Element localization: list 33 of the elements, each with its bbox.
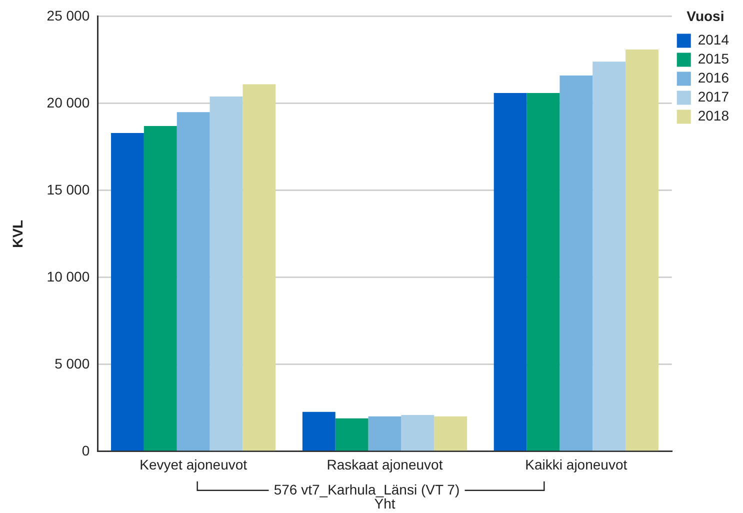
bar [176,112,210,451]
y-tick-label: 5 000 [54,355,90,372]
bar [335,418,368,451]
y-axis-title: KVL [9,219,26,248]
bar [560,76,593,451]
y-tick-label: 20 000 [46,94,90,110]
bar [210,96,243,451]
bar [626,49,658,451]
x-tick-label: Kaikki ajoneuvot [525,456,628,473]
bar [111,132,144,451]
bar [526,92,560,451]
legend-label: 2018 [698,108,730,124]
y-tick-label: 25 000 [46,7,90,24]
bar [242,84,276,451]
bar [144,126,177,451]
x-axis-title: Yht [374,495,396,512]
legend-label: 2016 [698,70,730,86]
y-tick-label: 10 000 [46,268,90,284]
legend-label: 2014 [698,32,730,48]
legend-label: 2017 [698,88,730,105]
y-tick-label: 0 [82,442,90,458]
legend-title: Vuosi [686,8,724,24]
bar [434,416,468,451]
text: 576 vt7_Karhula_Länsi (VT 7) [274,481,460,498]
legend-label: 2015 [698,50,730,67]
bar [368,416,402,451]
y-tick-label: 15 000 [46,181,90,198]
bar [494,92,527,451]
x-tick-label: Kevyet ajoneuvot [140,456,248,473]
x-tick-label: Raskaat ajoneuvot [326,456,443,473]
bar [302,412,336,451]
bar [401,415,434,451]
bar [592,62,626,451]
